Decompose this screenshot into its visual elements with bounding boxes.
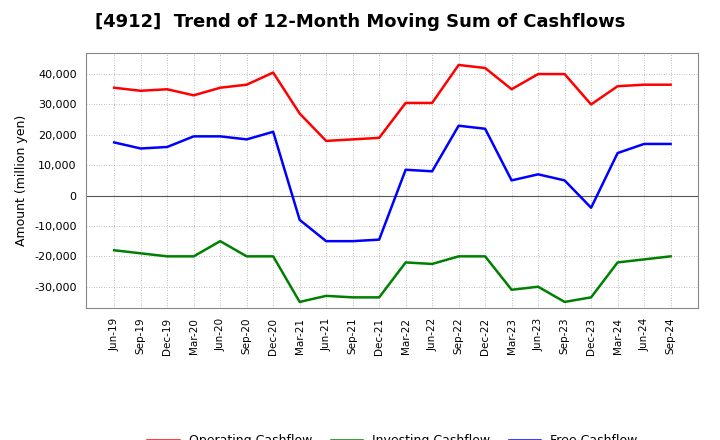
Investing Cashflow bbox=[163, 254, 171, 259]
Operating Cashflow bbox=[348, 137, 357, 142]
Free Cashflow bbox=[216, 134, 225, 139]
Investing Cashflow bbox=[666, 254, 675, 259]
Operating Cashflow bbox=[216, 85, 225, 90]
Investing Cashflow bbox=[269, 254, 277, 259]
Investing Cashflow bbox=[508, 287, 516, 293]
Free Cashflow bbox=[375, 237, 384, 242]
Free Cashflow bbox=[322, 238, 330, 244]
Investing Cashflow bbox=[613, 260, 622, 265]
Operating Cashflow bbox=[428, 100, 436, 106]
Investing Cashflow bbox=[110, 248, 119, 253]
Investing Cashflow bbox=[481, 254, 490, 259]
Operating Cashflow bbox=[163, 87, 171, 92]
Investing Cashflow bbox=[534, 284, 542, 290]
Operating Cashflow bbox=[189, 93, 198, 98]
Free Cashflow bbox=[666, 141, 675, 147]
Operating Cashflow bbox=[560, 71, 569, 77]
Operating Cashflow bbox=[322, 138, 330, 143]
Operating Cashflow bbox=[401, 100, 410, 106]
Investing Cashflow bbox=[348, 295, 357, 300]
Operating Cashflow bbox=[613, 84, 622, 89]
Operating Cashflow bbox=[640, 82, 649, 87]
Free Cashflow bbox=[613, 150, 622, 156]
Investing Cashflow bbox=[295, 299, 304, 304]
Operating Cashflow bbox=[454, 62, 463, 68]
Free Cashflow bbox=[560, 178, 569, 183]
Operating Cashflow bbox=[481, 66, 490, 71]
Investing Cashflow bbox=[640, 257, 649, 262]
Investing Cashflow bbox=[216, 238, 225, 244]
Operating Cashflow bbox=[534, 71, 542, 77]
Free Cashflow bbox=[136, 146, 145, 151]
Operating Cashflow bbox=[666, 82, 675, 87]
Investing Cashflow bbox=[587, 295, 595, 300]
Free Cashflow bbox=[295, 217, 304, 223]
Investing Cashflow bbox=[454, 254, 463, 259]
Free Cashflow bbox=[428, 169, 436, 174]
Investing Cashflow bbox=[243, 254, 251, 259]
Legend: Operating Cashflow, Investing Cashflow, Free Cashflow: Operating Cashflow, Investing Cashflow, … bbox=[143, 429, 642, 440]
Free Cashflow bbox=[243, 137, 251, 142]
Investing Cashflow bbox=[136, 251, 145, 256]
Free Cashflow bbox=[534, 172, 542, 177]
Operating Cashflow bbox=[587, 102, 595, 107]
Line: Free Cashflow: Free Cashflow bbox=[114, 126, 670, 241]
Investing Cashflow bbox=[375, 295, 384, 300]
Free Cashflow bbox=[348, 238, 357, 244]
Operating Cashflow bbox=[375, 135, 384, 140]
Free Cashflow bbox=[401, 167, 410, 172]
Y-axis label: Amount (million yen): Amount (million yen) bbox=[16, 115, 29, 246]
Free Cashflow bbox=[163, 144, 171, 150]
Investing Cashflow bbox=[401, 260, 410, 265]
Investing Cashflow bbox=[560, 299, 569, 304]
Investing Cashflow bbox=[322, 293, 330, 298]
Operating Cashflow bbox=[110, 85, 119, 90]
Investing Cashflow bbox=[428, 261, 436, 267]
Free Cashflow bbox=[481, 126, 490, 132]
Free Cashflow bbox=[269, 129, 277, 135]
Operating Cashflow bbox=[295, 111, 304, 116]
Operating Cashflow bbox=[508, 87, 516, 92]
Free Cashflow bbox=[640, 141, 649, 147]
Line: Investing Cashflow: Investing Cashflow bbox=[114, 241, 670, 302]
Free Cashflow bbox=[508, 178, 516, 183]
Free Cashflow bbox=[189, 134, 198, 139]
Text: [4912]  Trend of 12-Month Moving Sum of Cashflows: [4912] Trend of 12-Month Moving Sum of C… bbox=[95, 13, 625, 31]
Operating Cashflow bbox=[243, 82, 251, 87]
Operating Cashflow bbox=[269, 70, 277, 75]
Line: Operating Cashflow: Operating Cashflow bbox=[114, 65, 670, 141]
Free Cashflow bbox=[110, 140, 119, 145]
Free Cashflow bbox=[454, 123, 463, 128]
Operating Cashflow bbox=[136, 88, 145, 93]
Investing Cashflow bbox=[189, 254, 198, 259]
Free Cashflow bbox=[587, 205, 595, 210]
